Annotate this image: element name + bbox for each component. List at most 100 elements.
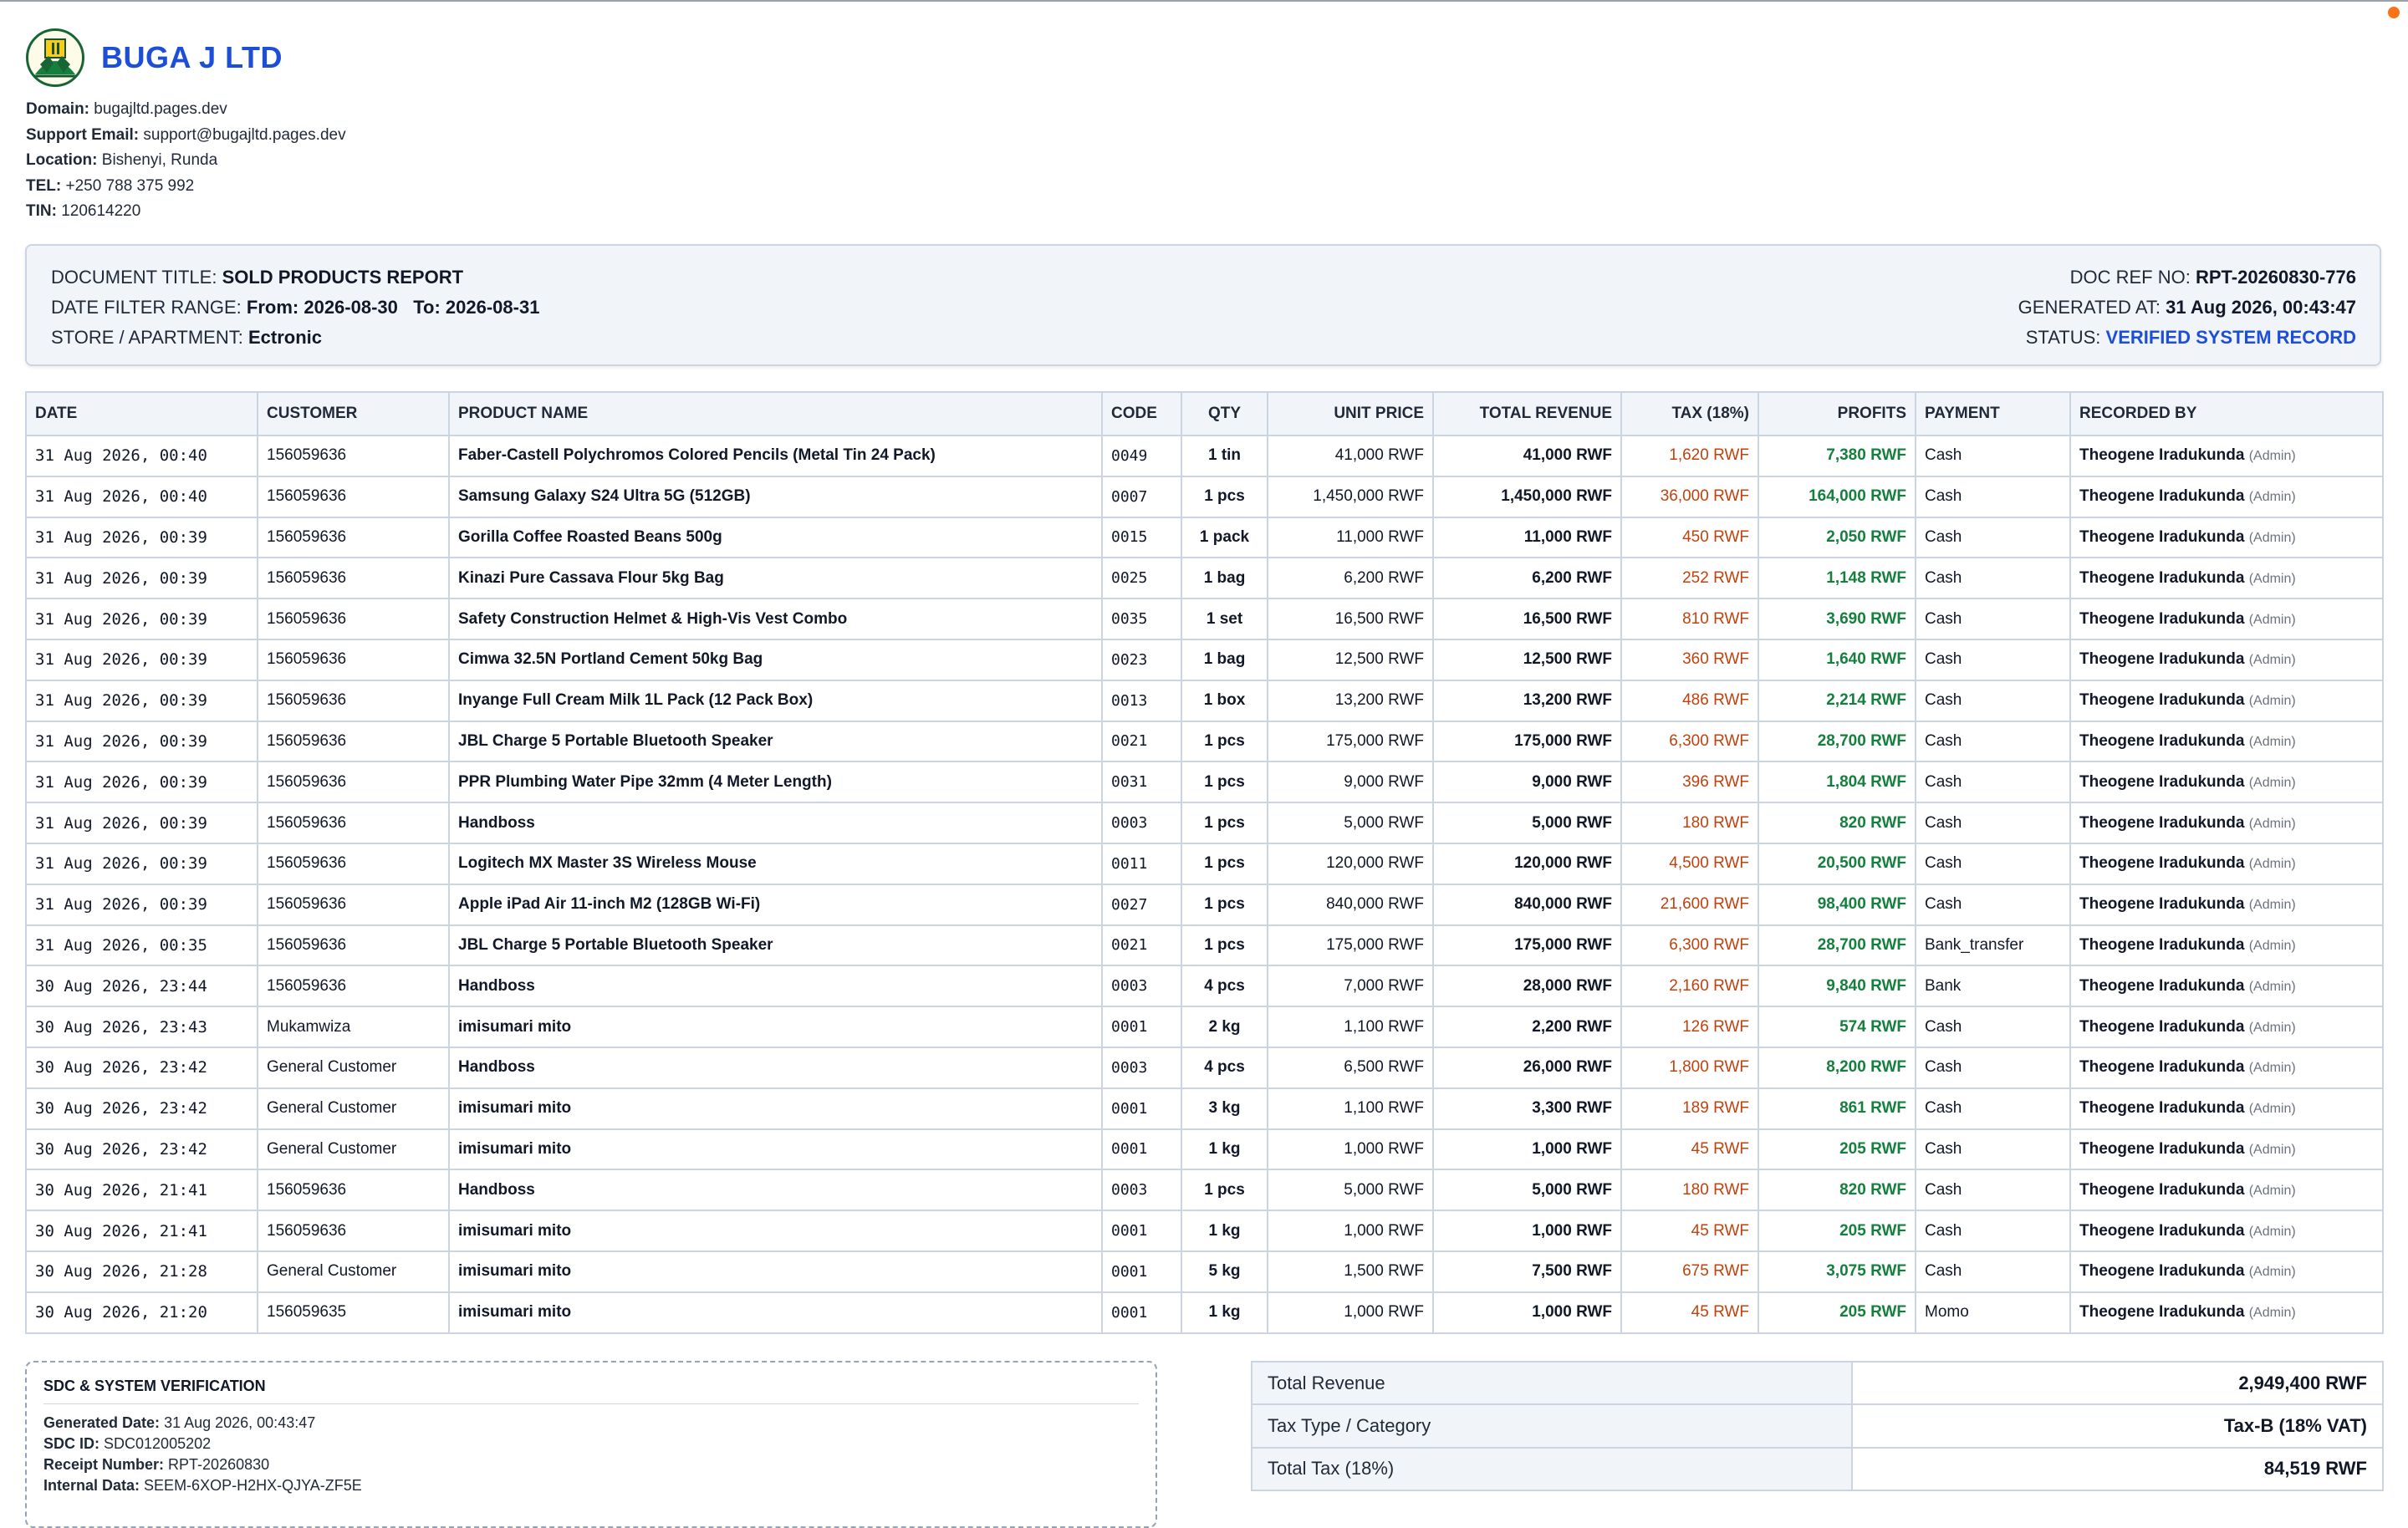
recorder-role: (Admin) — [2248, 449, 2296, 464]
cell-profit: 28,700 RWF — [1758, 720, 1916, 763]
totals-summary-table: Total Revenue 2,949,400 RWF Tax Type / C… — [1251, 1360, 2384, 1491]
total-tax-value: 84,519 RWF — [1851, 1446, 2384, 1491]
cell-tax: 45 RWF — [1620, 1128, 1759, 1171]
cell-code: 0001 — [1101, 1291, 1182, 1334]
sdc-verification-box: SDC & SYSTEM VERIFICATION Generated Date… — [25, 1361, 1157, 1528]
cell-product-name: Faber-Castell Polychromos Colored Pencil… — [448, 435, 1103, 477]
cell-code: 0031 — [1101, 761, 1182, 804]
cell-product-name: Logitech MX Master 3S Wireless Mouse — [448, 842, 1103, 885]
recorder-role: (Admin) — [2248, 1265, 2296, 1280]
recorder-role: (Admin) — [2248, 979, 2296, 994]
col-header-recorded-by: RECORDED BY — [2069, 391, 2384, 436]
col-header-unit-price: UNIT PRICE — [1267, 391, 1434, 436]
col-header-profits: PROFITS — [1758, 391, 1916, 436]
cell-recorded-by: Theogene Iradukunda (Admin) — [2069, 557, 2384, 600]
cell-total-revenue: 175,000 RWF — [1432, 720, 1622, 763]
cell-profit: 574 RWF — [1758, 1006, 1916, 1048]
cell-customer: General Customer — [257, 1087, 450, 1130]
cell-payment: Cash — [1915, 720, 2071, 763]
cell-profit: 164,000 RWF — [1758, 475, 1916, 518]
cell-date: 30 Aug 2026, 21:41 — [25, 1210, 258, 1252]
cell-unit-price: 1,000 RWF — [1267, 1291, 1434, 1334]
col-header-customer: CUSTOMER — [257, 391, 450, 436]
cell-profit: 1,640 RWF — [1758, 638, 1916, 681]
cell-tax: 1,620 RWF — [1620, 435, 1759, 477]
cell-qty: 1 pack — [1181, 516, 1268, 559]
cell-total-revenue: 1,000 RWF — [1432, 1210, 1622, 1252]
cell-customer: 156059636 — [257, 842, 450, 885]
cell-profit: 98,400 RWF — [1758, 883, 1916, 926]
recorder-role: (Admin) — [2248, 775, 2296, 790]
cell-total-revenue: 12,500 RWF — [1432, 638, 1622, 681]
cell-total-revenue: 9,000 RWF — [1432, 761, 1622, 804]
table-row: 30 Aug 2026, 23:44 156059636 Handboss 0003 4… — [25, 965, 2384, 1008]
cell-payment: Momo — [1915, 1291, 2071, 1334]
recorder-role: (Admin) — [2248, 938, 2296, 953]
cell-unit-price: 6,500 RWF — [1267, 1046, 1434, 1089]
cell-payment: Cash — [1915, 1250, 2071, 1293]
cell-product-name: PPR Plumbing Water Pipe 32mm (4 Meter Le… — [448, 761, 1103, 804]
totals-row: Total Tax (18%) 84,519 RWF — [1251, 1446, 2384, 1491]
cell-total-revenue: 2,200 RWF — [1432, 1006, 1622, 1048]
cell-product-name: Samsung Galaxy S24 Ultra 5G (512GB) — [448, 475, 1103, 518]
cell-customer: 156059636 — [257, 598, 450, 640]
cell-payment: Cash — [1915, 842, 2071, 885]
cell-customer: 156059636 — [257, 475, 450, 518]
cell-product-name: Gorilla Coffee Roasted Beans 500g — [448, 516, 1103, 559]
cell-date: 31 Aug 2026, 00:39 — [25, 679, 258, 722]
cell-tax: 360 RWF — [1620, 638, 1759, 681]
cell-unit-price: 1,500 RWF — [1267, 1250, 1434, 1293]
cell-qty: 1 kg — [1181, 1291, 1268, 1334]
table-row: 31 Aug 2026, 00:39 156059636 Safety Constr… — [25, 598, 2384, 640]
cell-recorded-by: Theogene Iradukunda (Admin) — [2069, 1291, 2384, 1334]
cell-total-revenue: 6,200 RWF — [1432, 557, 1622, 600]
cell-total-revenue: 120,000 RWF — [1432, 842, 1622, 885]
cell-recorded-by: Theogene Iradukunda (Admin) — [2069, 435, 2384, 477]
recorder-name: Theogene Iradukunda — [2079, 772, 2245, 791]
cell-tax: 396 RWF — [1620, 761, 1759, 804]
cell-unit-price: 1,100 RWF — [1267, 1006, 1434, 1048]
company-logo-icon — [26, 28, 84, 87]
cell-total-revenue: 16,500 RWF — [1432, 598, 1622, 640]
cell-recorded-by: Theogene Iradukunda (Admin) — [2069, 965, 2384, 1008]
cell-qty: 1 kg — [1181, 1210, 1268, 1252]
recorder-name: Theogene Iradukunda — [2079, 1139, 2245, 1158]
cell-recorded-by: Theogene Iradukunda (Admin) — [2069, 1250, 2384, 1293]
cell-code: 0027 — [1101, 883, 1182, 926]
cell-tax: 180 RWF — [1620, 802, 1759, 844]
recorder-role: (Admin) — [2248, 490, 2296, 505]
cell-product-name: Handboss — [448, 802, 1103, 844]
table-row: 31 Aug 2026, 00:35 156059636 JBL Charge 5 … — [25, 924, 2384, 967]
cell-payment: Cash — [1915, 435, 2071, 477]
notification-dot-icon[interactable] — [2388, 7, 2400, 18]
cell-date: 30 Aug 2026, 23:42 — [25, 1046, 258, 1089]
cell-recorded-by: Theogene Iradukunda (Admin) — [2069, 475, 2384, 518]
table-row: 30 Aug 2026, 23:42 General Customer imisum… — [25, 1087, 2384, 1130]
cell-payment: Cash — [1915, 557, 2071, 600]
cell-date: 30 Aug 2026, 21:28 — [25, 1250, 258, 1293]
recorder-role: (Admin) — [2248, 857, 2296, 872]
cell-unit-price: 1,450,000 RWF — [1267, 475, 1434, 518]
cell-qty: 1 pcs — [1181, 475, 1268, 518]
tax-type-label: Tax Type / Category — [1251, 1403, 1853, 1449]
total-revenue-value: 2,949,400 RWF — [1851, 1360, 2384, 1406]
cell-product-name: Handboss — [448, 965, 1103, 1008]
brand: BUGA J LTD — [26, 28, 346, 87]
recorder-role: (Admin) — [2248, 1020, 2296, 1035]
sdc-receipt-number: Receipt Number: RPT-20260830 — [43, 1456, 270, 1473]
cell-profit: 205 RWF — [1758, 1128, 1916, 1171]
cell-product-name: imisumari mito — [448, 1128, 1103, 1171]
status: STATUS: VERIFIED SYSTEM RECORD — [2025, 327, 2356, 348]
cell-recorded-by: Theogene Iradukunda (Admin) — [2069, 883, 2384, 926]
cell-customer: 156059636 — [257, 1210, 450, 1252]
cell-date: 31 Aug 2026, 00:39 — [25, 598, 258, 640]
total-revenue-label: Total Revenue — [1251, 1360, 1853, 1406]
doc-ref-no: DOC REF NO: RPT-20260830-776 — [2069, 267, 2356, 288]
cell-total-revenue: 13,200 RWF — [1432, 679, 1622, 722]
cell-date: 31 Aug 2026, 00:39 — [25, 638, 258, 681]
recorder-role: (Admin) — [2248, 734, 2296, 749]
recorder-name: Theogene Iradukunda — [2079, 609, 2245, 628]
cell-qty: 1 pcs — [1181, 720, 1268, 763]
recorder-name: Theogene Iradukunda — [2079, 1099, 2245, 1118]
store-apartment: STORE / APARTMENT: Ectronic — [51, 327, 322, 348]
